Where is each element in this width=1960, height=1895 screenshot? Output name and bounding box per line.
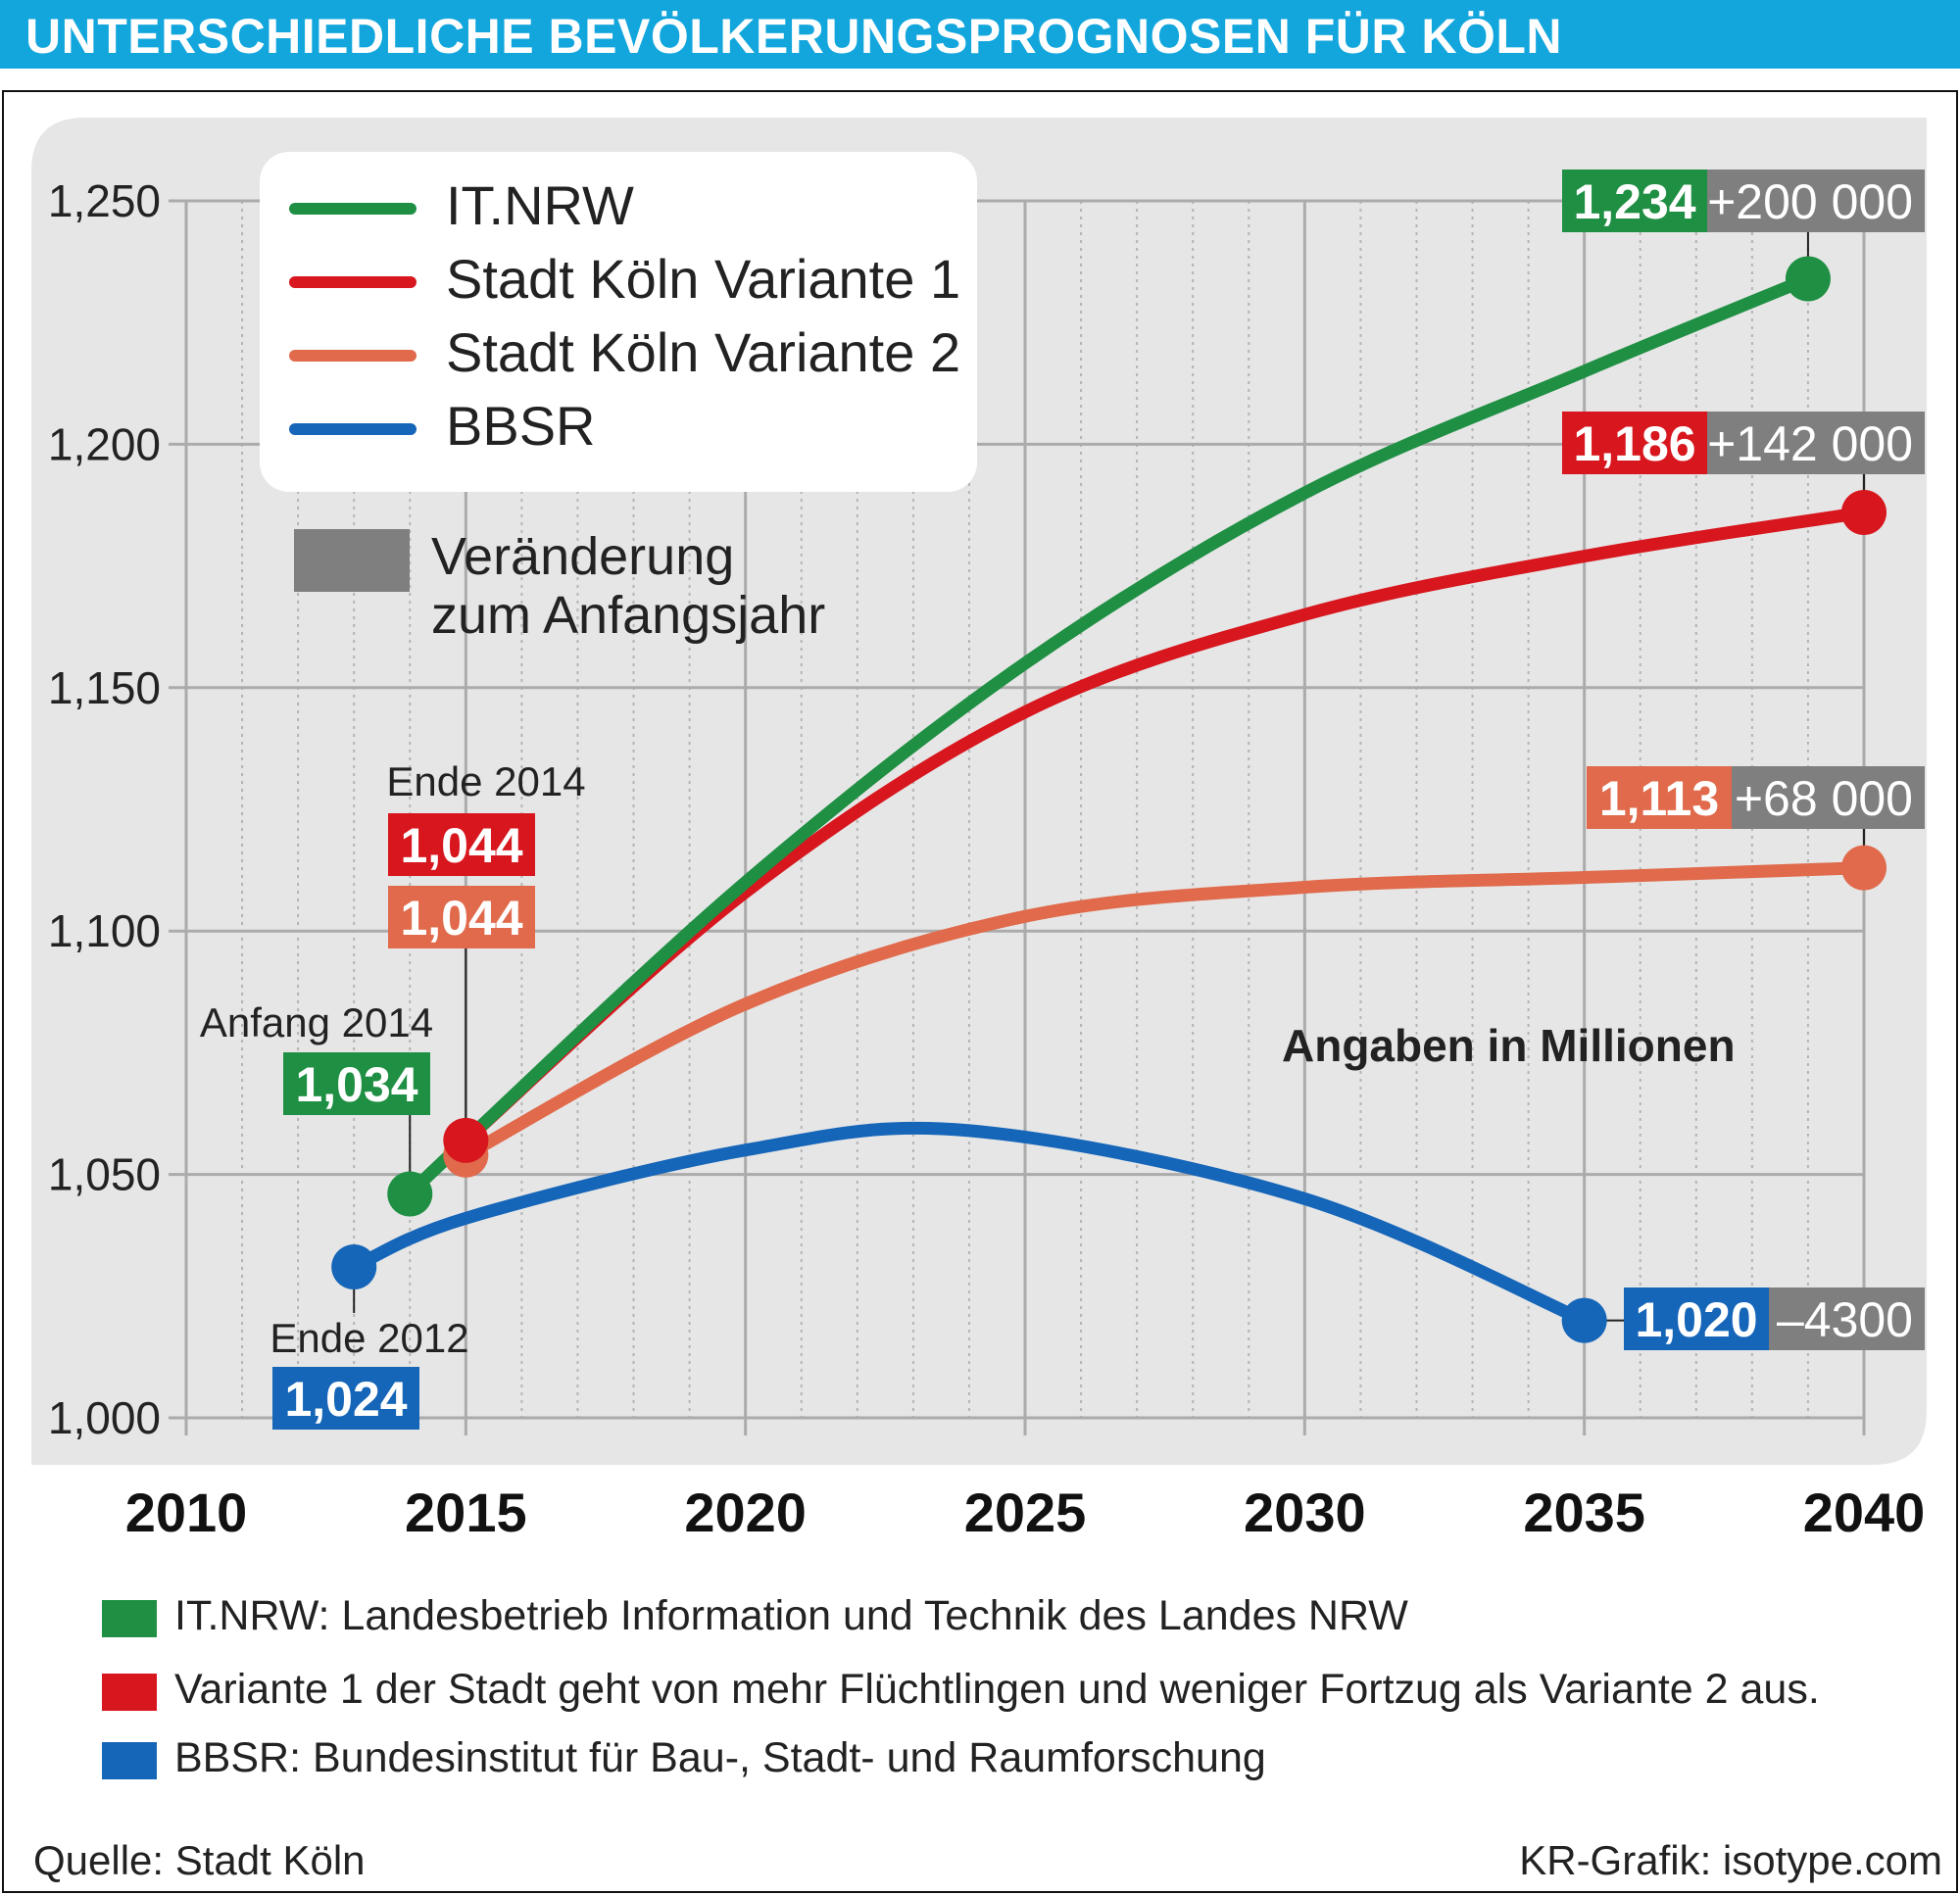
itnrw-start-caption: Anfang 2014 [200,999,433,1045]
legend: IT.NRW Stadt Köln Variante 1 Stadt Köln … [260,152,977,492]
bbsr-start-caption: Ende 2012 [270,1315,468,1361]
source-note: Quelle: Stadt Köln [33,1837,366,1883]
end-change-box-stadt-k-ln-variante-2 [1732,766,1925,829]
note-swatch-bbsr [102,1742,157,1779]
legend-label-bbsr: BBSR [446,395,596,457]
variante-1-start-value-box [388,813,535,876]
note-text-variante: Variante 1 der Stadt geht von mehr Flüch… [174,1666,1820,1713]
end-value-box-it-nrw [1562,170,1707,232]
change-legend-label: Veränderung zum Anfangsjahr [431,527,825,645]
series-line-stadt-k-ln-variante-2 [459,861,1871,1162]
change-legend-line-2: zum Anfangsjahr [431,586,826,645]
legend-label-variante-2: Stadt Köln Variante 2 [446,321,961,383]
end-marker-it-nrw [1785,256,1831,302]
bbsr-start-value: 1,024 [284,1372,407,1427]
x-tick-label: 2025 [964,1482,1087,1543]
end-change-stadt-k-ln-variante-2: +68 000 [1735,771,1913,826]
end-change-bbsr: –4300 [1777,1292,1913,1347]
note-text-itnrw: IT.NRW: Landesbetrieb Information und Te… [174,1592,1408,1639]
y-tick-label: 1,000 [48,1392,161,1443]
legend-swatch-variante-2 [289,350,416,362]
note-swatch-variante [102,1674,157,1711]
variante-2-start-value-box [388,886,535,948]
y-tick-label: 1,050 [48,1149,161,1200]
y-tick-label: 1,100 [48,905,161,956]
end-marker-stadt-k-ln-variante-1 [1841,489,1886,535]
legend-swatch-variante-1 [289,276,416,288]
start-marker-bbsr [331,1243,377,1289]
end-value-bbsr: 1,020 [1635,1292,1757,1347]
end-change-box-bbsr [1769,1288,1925,1350]
end-value-stadt-k-ln-variante-2: 1,113 [1599,771,1719,826]
x-tick-label: 2010 [125,1482,248,1543]
itnrw-start-value-box [283,1052,430,1115]
y-tick-label: 1,150 [48,662,161,713]
x-tick-label: 2035 [1523,1482,1645,1543]
legend-swatch-itnrw [289,203,416,215]
variante-1-start-value: 1,044 [400,818,522,873]
x-tick-label: 2020 [684,1482,807,1543]
end-change-box-it-nrw [1707,170,1925,232]
end-value-box-stadt-k-ln-variante-2 [1587,766,1732,829]
legend-label-itnrw: IT.NRW [446,174,634,236]
y-tick-label: 1,250 [48,175,161,226]
legend-label-variante-1: Stadt Köln Variante 1 [446,248,961,310]
end-value-box-bbsr [1624,1288,1769,1350]
credit-note: KR-Grafik: isotype.com [1519,1837,1942,1883]
x-tick-label: 2015 [405,1482,527,1543]
end-change-it-nrw: +200 000 [1707,174,1913,229]
end-value-it-nrw: 1,234 [1573,174,1695,229]
series-line-bbsr [347,1121,1592,1328]
chart-title: UNTERSCHIEDLICHE BEVÖLKERUNGSPROGNOSEN F… [25,9,1563,64]
note-swatch-itnrw [102,1600,157,1637]
change-legend-swatch [294,529,410,592]
itnrw-start-value: 1,034 [295,1057,417,1112]
title-bar: UNTERSCHIEDLICHE BEVÖLKERUNGSPROGNOSEN F… [0,0,1960,69]
x-tick-label: 2030 [1244,1482,1366,1543]
end-value-box-stadt-k-ln-variante-1 [1562,412,1707,474]
start-marker-variante-1 [443,1117,489,1163]
start-marker-itnrw [387,1171,433,1217]
series-line-it-nrw [403,271,1815,1200]
bbsr-start-value-box [272,1367,419,1430]
note-text-bbsr: BBSR: Bundesinstitut für Bau-, Stadt- un… [174,1734,1266,1781]
koeln-start-caption: Ende 2014 [386,758,585,804]
end-marker-stadt-k-ln-variante-2 [1841,845,1886,891]
legend-swatch-bbsr [289,423,416,435]
end-value-stadt-k-ln-variante-1: 1,186 [1573,416,1695,471]
end-change-box-stadt-k-ln-variante-1 [1707,412,1925,474]
end-marker-bbsr [1561,1297,1607,1343]
x-tick-label: 2040 [1803,1482,1926,1543]
unit-note: Angaben in Millionen [1282,1020,1736,1071]
end-change-stadt-k-ln-variante-1: +142 000 [1707,416,1913,471]
change-legend-line-1: Veränderung [431,527,735,586]
y-tick-label: 1,200 [48,418,161,469]
variante-2-start-value: 1,044 [400,891,522,946]
